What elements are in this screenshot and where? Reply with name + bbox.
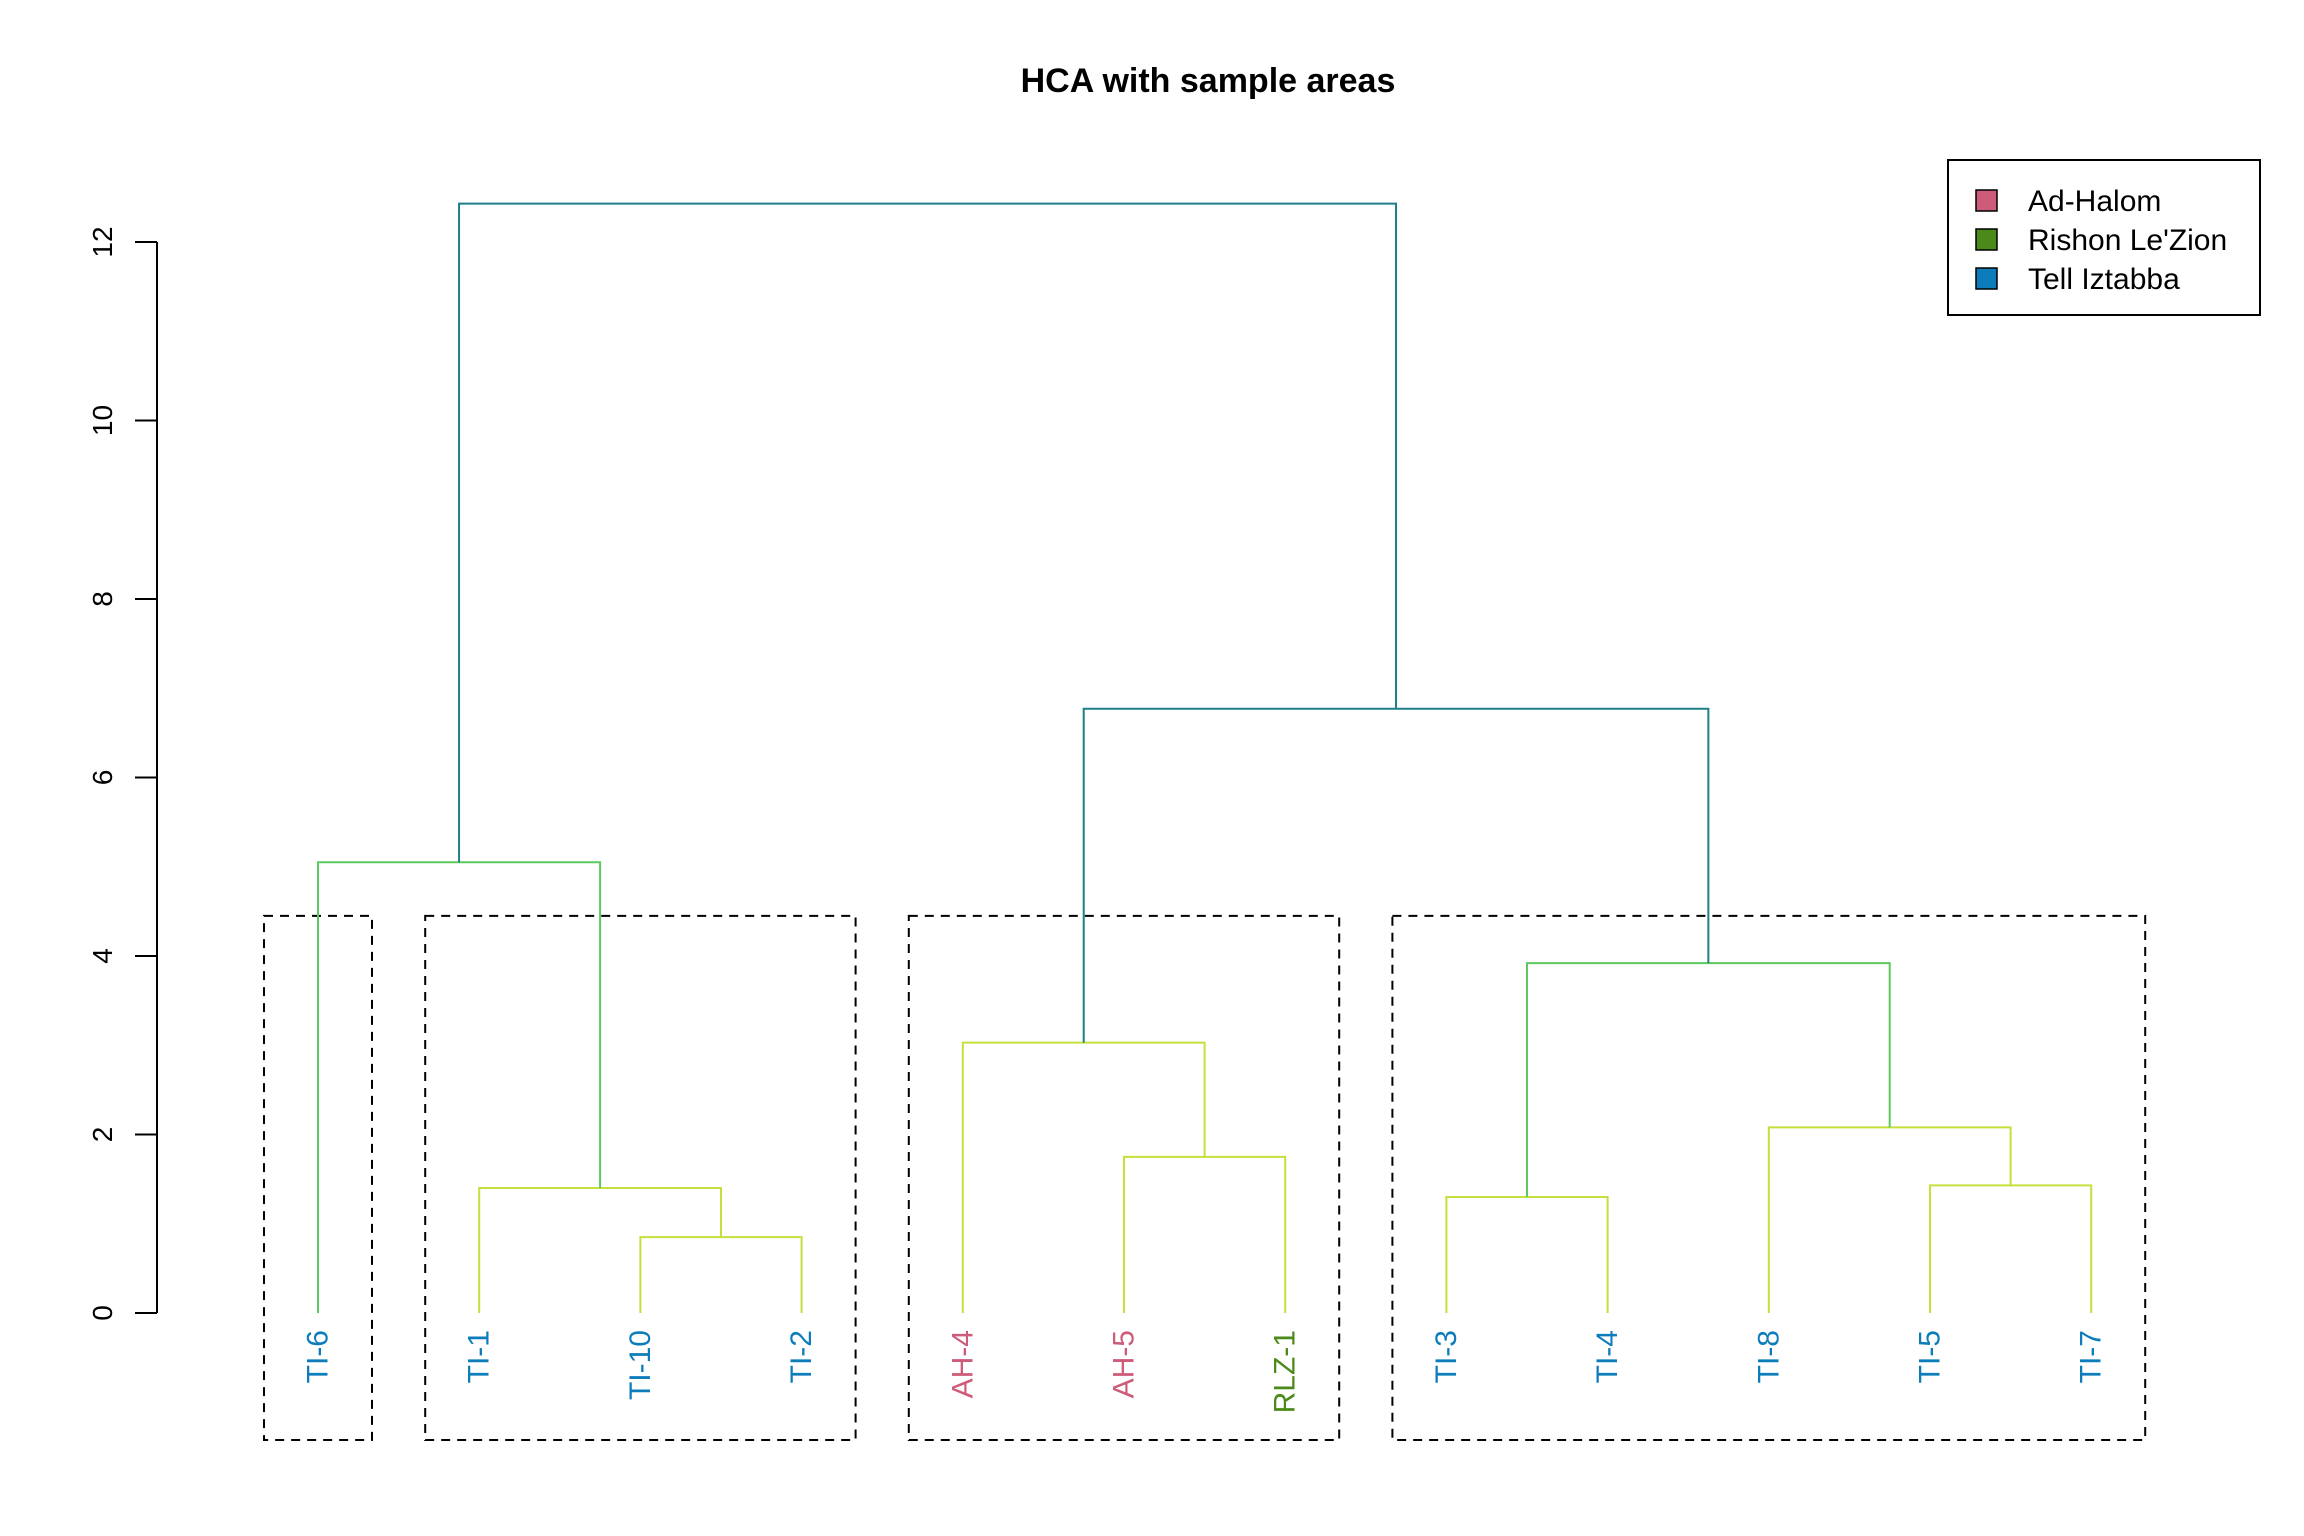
leaf-label-ti-10: TI-10 [624,1330,657,1400]
leaf-labels: TI-6 TI-1 TI-10 TI-2 AH-4 AH-5 RLZ-1 TI-3 TI-4 TI… [302,1330,2108,1413]
branch-m1 [639,1236,803,1313]
leaf-label-ah-5: AH-5 [1108,1330,1141,1398]
legend: Ad-Halom Rishon Le'Zion Tell Iztabba [1947,159,2261,316]
leaf-label-ti-8: TI-8 [1752,1330,1785,1383]
cluster-box-3 [907,914,1341,1441]
legend-swatch-ad-halom [1975,189,1998,212]
branch-m9 [1526,962,1891,1197]
branch-m3 [317,861,602,1313]
legend-swatch-tell-iztabba [1975,267,1998,290]
cluster-box-4 [1391,914,2147,1441]
leaf-label-rlz-1: RLZ-1 [1269,1330,1302,1413]
leaf-label-ah-4: AH-4 [946,1330,979,1398]
legend-label-tell-iztabba: Tell Iztabba [2028,263,2180,296]
cluster-box-2 [424,914,857,1441]
y-axis: 0 2 4 6 8 10 12 [87,226,158,1321]
y-tick-label-0: 0 [87,1305,118,1321]
branch-m5 [961,1041,1206,1313]
chart-title: HCA with sample areas [1021,62,1396,100]
y-tick-label-10: 10 [87,405,118,436]
y-tick-label-12: 12 [87,226,118,257]
cluster-boxes [263,914,2147,1441]
legend-box [1947,159,2261,316]
leaf-label-ti-5: TI-5 [1914,1330,1947,1383]
y-tick-label-8: 8 [87,591,118,607]
legend-label-ad-halom: Ad-Halom [2028,185,2161,218]
branch-m11 [458,202,1398,863]
leaf-label-ti-4: TI-4 [1591,1330,1624,1383]
leaf-label-ti-7: TI-7 [2075,1330,2108,1383]
leaf-label-ti-1: TI-1 [463,1330,496,1383]
branch-m7 [1929,1184,2093,1313]
branch-m10 [1082,707,1710,1043]
y-tick-label-2: 2 [87,1127,118,1143]
leaf-label-ti-3: TI-3 [1430,1330,1463,1383]
branch-m8 [1767,1126,2012,1313]
y-tick-label-4: 4 [87,948,118,964]
leaf-label-ti-2: TI-2 [785,1330,818,1383]
y-tick-label-6: 6 [87,770,118,786]
branch-m4 [1123,1155,1287,1313]
branch-m2 [478,1187,722,1313]
leaf-label-ti-6: TI-6 [302,1330,335,1383]
legend-label-rishon-le-zion: Rishon Le'Zion [2028,224,2227,257]
legend-swatch-rishon-le-zion [1975,228,1998,251]
branch-m6 [1445,1195,1609,1313]
dendrogram-branches [317,202,2093,1313]
